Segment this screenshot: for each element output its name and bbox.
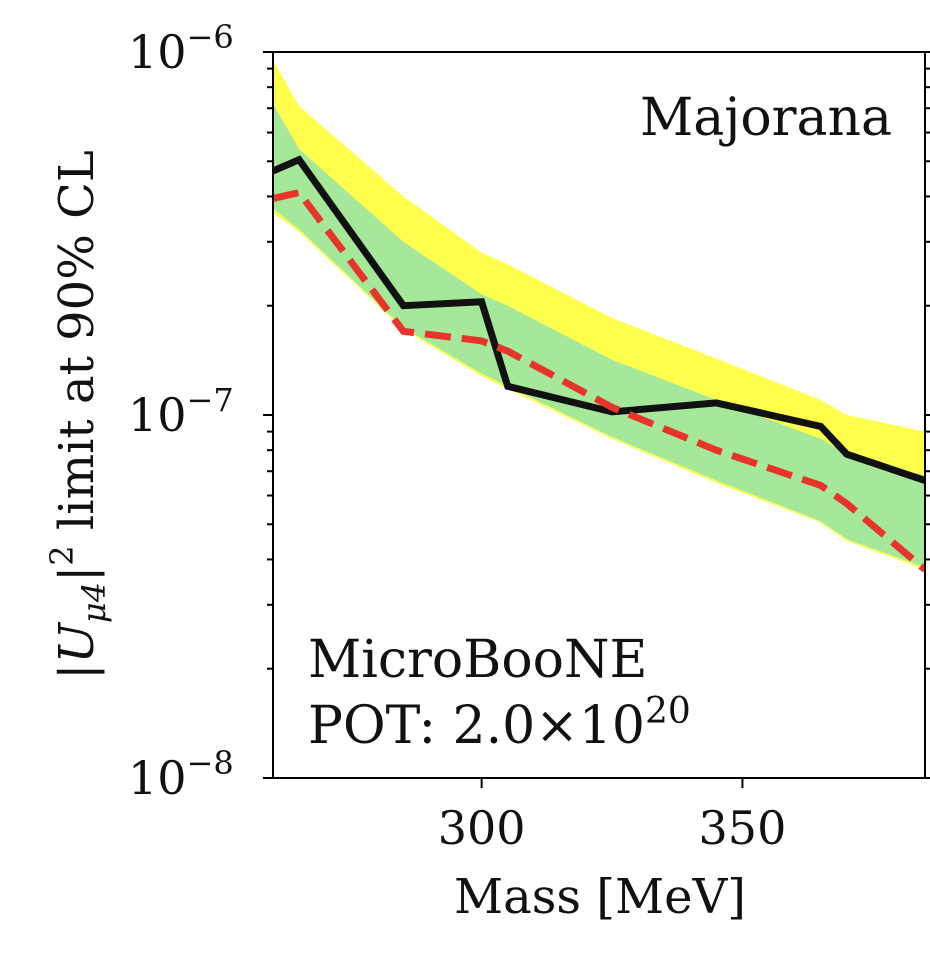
pot-prefix: POT: 2.0×10 <box>308 696 645 756</box>
limit-line-1-solid <box>273 155 925 484</box>
limit-line-2-dashed <box>273 188 925 573</box>
x-axis-title: Mass [MeV] <box>454 869 746 925</box>
x-tick-label-300: 300 <box>438 801 526 855</box>
y-tick-label-−7: 10−7 <box>128 381 234 442</box>
sensitivity-bands <box>273 60 925 570</box>
y-title-close-bar: | <box>49 566 105 582</box>
pot-annotation: POT: 2.0×1020 <box>308 691 691 756</box>
y-tick-label-−6: 10−6 <box>128 18 234 79</box>
experiment-annotation: MicroBooNE <box>308 630 647 690</box>
model-annotation: Majorana <box>640 88 892 148</box>
svg-text:|Uμ4|2 limit at 90% CL: |Uμ4|2 limit at 90% CL <box>43 150 113 679</box>
y-title-open-bar: | <box>49 664 105 680</box>
y-title-symbol: U <box>49 622 105 664</box>
axis-ticks <box>263 51 930 788</box>
limit-lines <box>273 155 925 573</box>
axis-tick-labels: 300 350 10−8 10−7 10−6 <box>128 18 786 855</box>
y-title-subscript: μ4 <box>75 582 113 623</box>
y-title-rest: limit at 90% CL <box>49 150 105 545</box>
y-axis-title: |Uμ4|2 limit at 90% CL <box>43 150 113 679</box>
sensitivity-band-2 <box>273 103 925 568</box>
y-tick-label-−8: 10−8 <box>128 744 234 805</box>
x-tick-label-350: 350 <box>699 801 787 855</box>
y-title-power: 2 <box>43 545 81 565</box>
pot-exponent: 20 <box>645 691 691 732</box>
